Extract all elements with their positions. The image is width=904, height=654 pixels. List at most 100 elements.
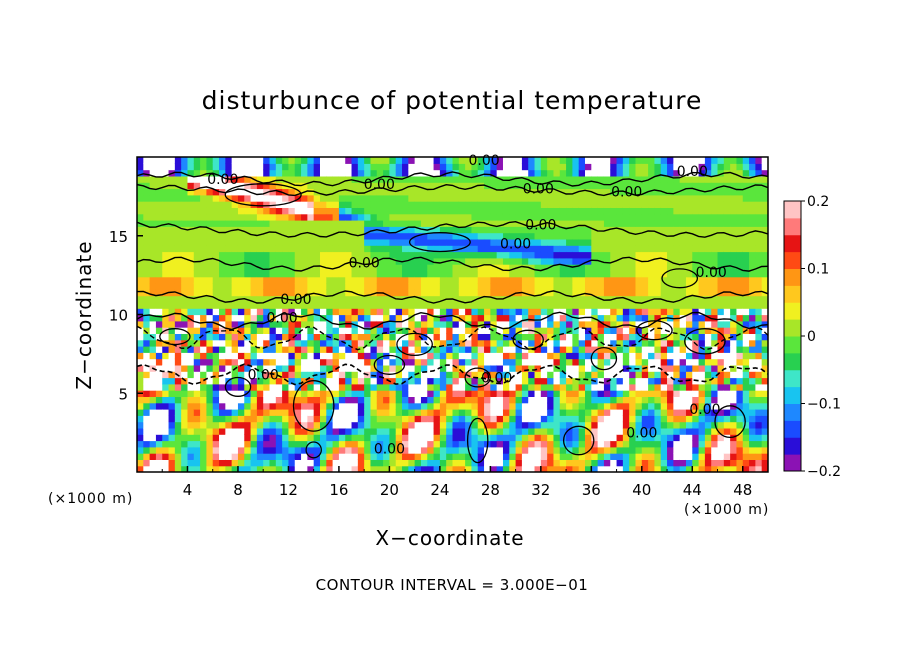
- field-cell: [559, 182, 567, 190]
- field-cell: [427, 446, 435, 454]
- field-cell: [458, 352, 466, 360]
- field-cell: [212, 421, 220, 429]
- field-cell: [673, 358, 681, 366]
- field-cell: [553, 352, 561, 360]
- field-cell: [749, 465, 756, 472]
- field-cell: [521, 308, 529, 316]
- field-cell: [679, 188, 687, 196]
- field-cell: [338, 402, 346, 410]
- field-cell: [547, 295, 555, 303]
- field-cell: [553, 169, 561, 177]
- field-cell: [200, 377, 208, 385]
- field-cell: [622, 402, 630, 410]
- field-cell: [212, 175, 220, 183]
- field-cell: [635, 182, 643, 190]
- field-cell: [761, 295, 768, 303]
- field-cell: [591, 364, 599, 372]
- field-cell: [187, 358, 195, 366]
- field-cell: [502, 415, 510, 423]
- field-cell: [471, 257, 479, 265]
- field-cell: [471, 327, 479, 334]
- field-cell: [597, 251, 605, 259]
- field-cell: [723, 333, 731, 341]
- field-cell: [572, 333, 580, 341]
- field-cell: [376, 390, 384, 397]
- field-cell: [465, 157, 473, 164]
- field-cell: [301, 175, 308, 183]
- field-cell: [698, 169, 706, 177]
- field-cell: [168, 308, 176, 316]
- field-cell: [635, 314, 643, 322]
- field-cell: [717, 390, 725, 397]
- field-cell: [540, 371, 548, 379]
- field-cell: [250, 402, 258, 410]
- field-cell: [332, 308, 340, 316]
- field-cell: [698, 446, 706, 454]
- field-cell: [439, 226, 447, 234]
- field-cell: [547, 188, 555, 196]
- field-cell: [484, 207, 491, 215]
- field-cell: [162, 283, 170, 290]
- field-cell: [629, 371, 637, 379]
- field-cell: [149, 446, 157, 454]
- field-cell: [622, 301, 630, 309]
- field-cell: [376, 201, 384, 208]
- field-cell: [162, 415, 170, 423]
- field-cell: [547, 314, 555, 322]
- field-cell: [603, 327, 611, 334]
- field-cell: [572, 270, 580, 278]
- field-cell: [471, 446, 479, 454]
- field-cell: [414, 220, 422, 227]
- field-cell: [212, 188, 220, 196]
- field-cell: [370, 446, 378, 454]
- field-cell: [351, 314, 359, 322]
- field-cell: [610, 157, 618, 164]
- field-cell: [231, 264, 239, 271]
- field-cell: [723, 257, 731, 265]
- field-cell: [585, 440, 592, 448]
- field-cell: [370, 390, 378, 397]
- field-cell: [181, 295, 189, 303]
- field-cell: [351, 371, 359, 379]
- field-cell: [502, 238, 510, 246]
- field-cell: [572, 295, 580, 303]
- field-cell: [212, 434, 220, 442]
- field-cell: [357, 257, 365, 265]
- field-cell: [660, 295, 668, 303]
- field-cell: [313, 207, 321, 215]
- field-cell: [685, 276, 693, 284]
- field-cell: [585, 157, 592, 164]
- field-cell: [383, 207, 390, 215]
- field-cell: [370, 409, 378, 416]
- field-cell: [288, 402, 296, 410]
- field-cell: [200, 453, 208, 460]
- field-cell: [408, 427, 416, 435]
- field-cell: [301, 459, 308, 467]
- field-cell: [654, 232, 662, 240]
- field-cell: [471, 194, 479, 202]
- field-cell: [149, 226, 157, 234]
- field-cell: [528, 409, 536, 416]
- field-cell: [698, 257, 706, 265]
- field-cell: [723, 157, 731, 164]
- field-cell: [711, 446, 719, 454]
- field-cell: [597, 169, 605, 177]
- field-cell: [307, 194, 315, 202]
- field-cell: [174, 251, 182, 259]
- field-cell: [206, 440, 214, 448]
- field-cell: [502, 427, 510, 435]
- field-cell: [187, 346, 195, 353]
- field-cell: [420, 308, 428, 316]
- field-cell: [345, 364, 353, 372]
- field-cell: [559, 232, 567, 240]
- field-cell: [345, 409, 353, 416]
- field-cell: [168, 339, 176, 347]
- field-cell: [181, 446, 189, 454]
- field-cell: [667, 207, 674, 215]
- field-cell: [319, 245, 327, 253]
- field-cell: [370, 364, 378, 372]
- field-cell: [484, 352, 491, 360]
- field-cell: [288, 327, 296, 334]
- field-cell: [307, 352, 315, 360]
- field-cell: [149, 459, 157, 467]
